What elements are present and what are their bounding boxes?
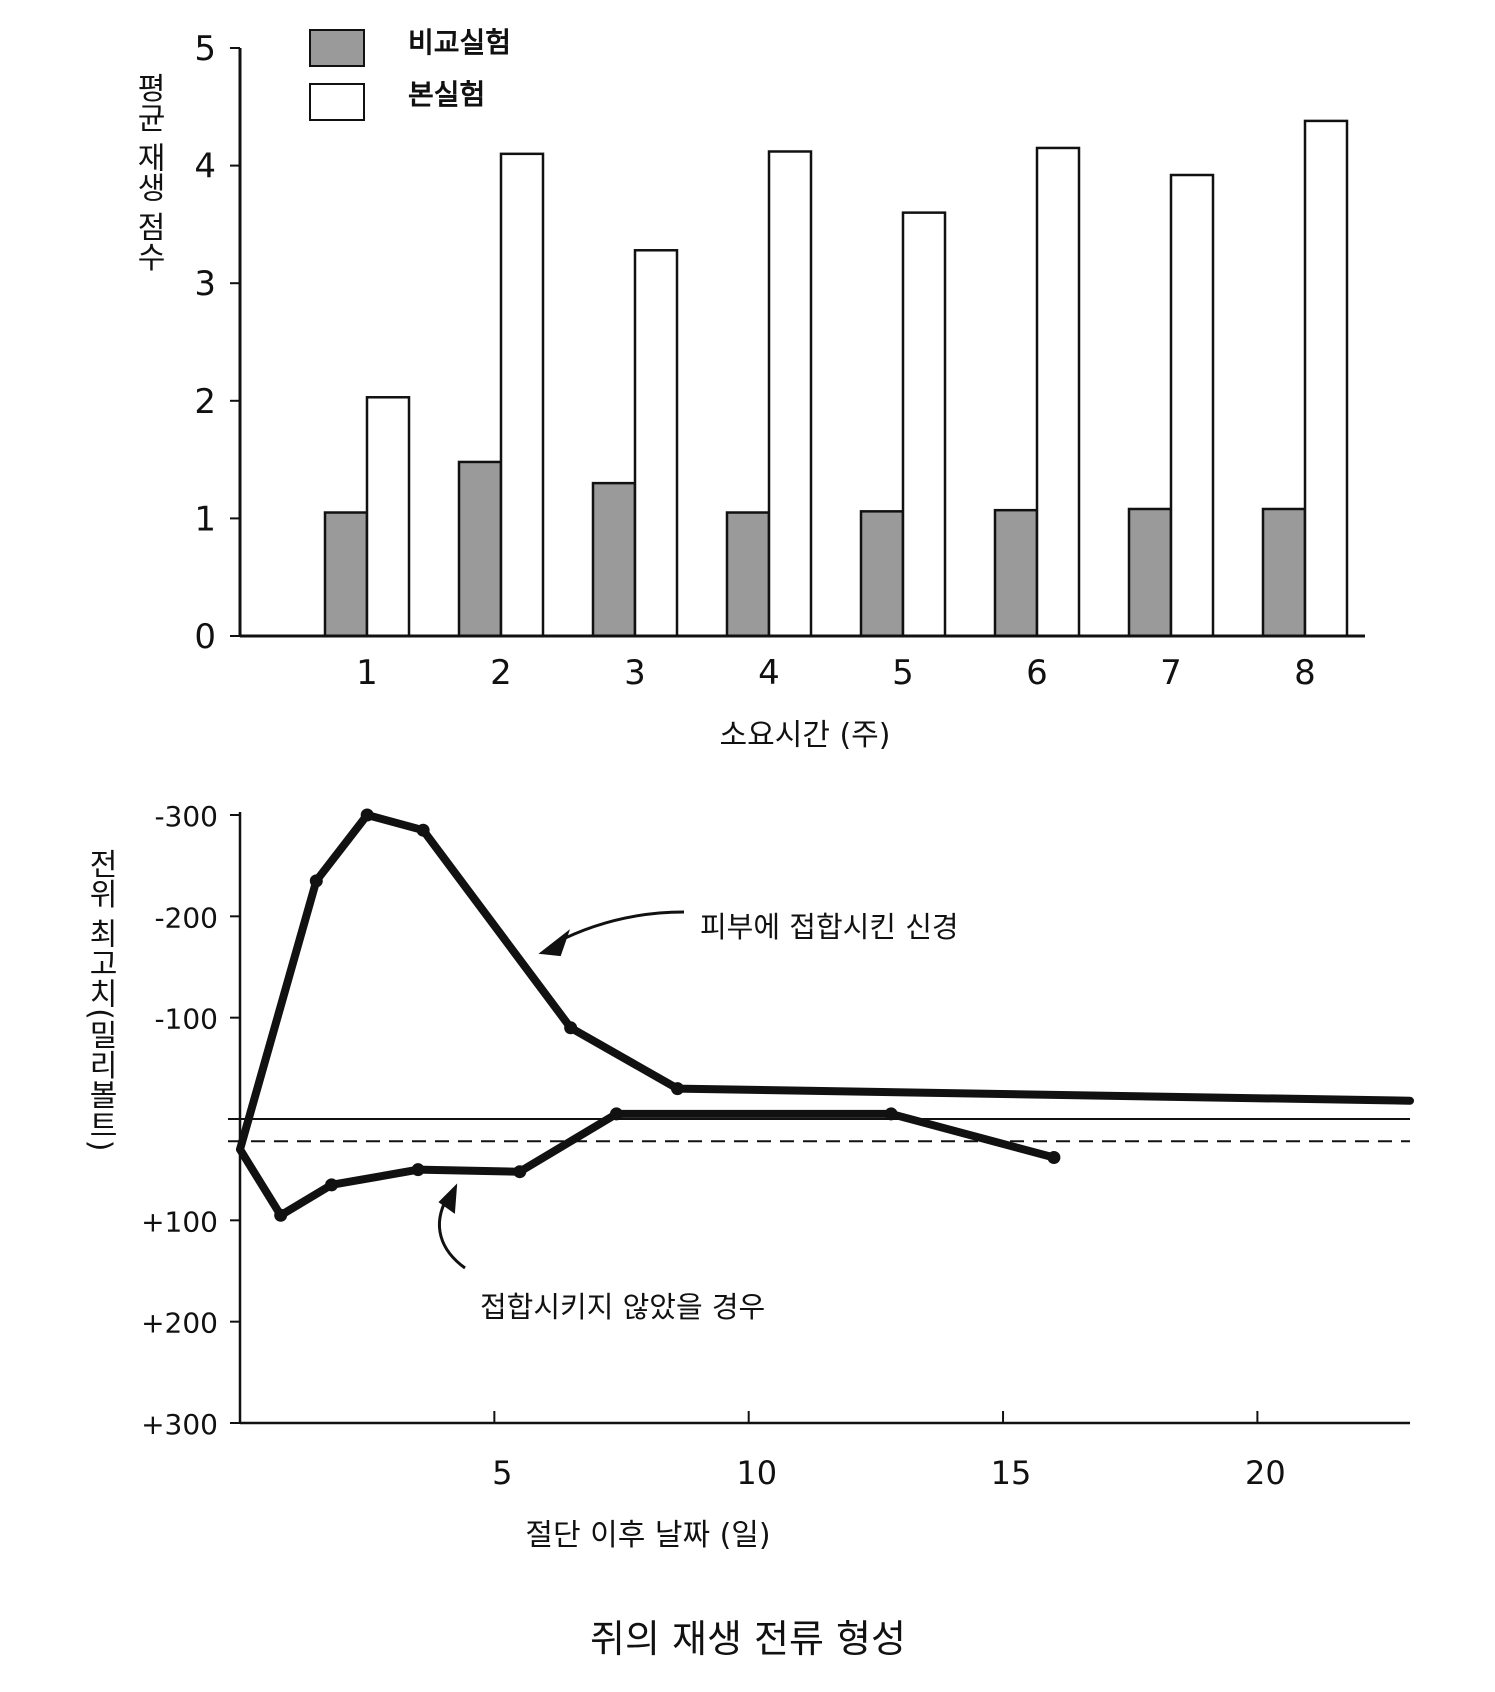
bar-experiment <box>1303 119 1349 638</box>
bar-chart: 0 1 2 3 4 5 1 2 3 4 5 6 7 8 소요시간 (주) 평균 재생 점수 비교실험 본… <box>131 26 1365 753</box>
bar-experiment <box>365 396 411 638</box>
bar-control <box>1261 507 1307 638</box>
arrowhead-grafted-icon <box>538 929 571 957</box>
bar-experiment <box>1169 173 1215 638</box>
bar-x-tick-label: 8 <box>1294 653 1316 693</box>
point-grafted <box>309 874 323 888</box>
bar-control <box>725 511 771 638</box>
legend-label-control: 비교실험 <box>408 26 511 59</box>
point-grafted <box>564 1021 578 1035</box>
annotation-label-not-grafted: 접합시키지 않았을 경우 <box>480 1290 765 1324</box>
bar-control <box>457 460 503 638</box>
series-line-not-grafted <box>236 1109 1058 1220</box>
line-x-tick-label: 15 <box>991 1454 1032 1492</box>
line-x-axis-title: 절단 이후 날짜 (일) <box>525 1518 770 1553</box>
bar-control <box>1127 507 1173 638</box>
point-not-grafted <box>411 1163 425 1177</box>
annotation-arrow-grafted <box>554 910 685 945</box>
point-not-grafted <box>609 1107 623 1121</box>
point-not-grafted <box>884 1107 898 1121</box>
bar-x-tick-label: 7 <box>1160 653 1182 693</box>
bar-y-tick-label: 3 <box>194 264 216 304</box>
bar-x-tick-label: 4 <box>758 653 780 693</box>
line-x-tick-label: 20 <box>1245 1454 1286 1492</box>
annotation-grafted: 피부에 접합시킨 신경 <box>538 910 959 957</box>
point-not-grafted <box>513 1165 527 1179</box>
point-not-grafted <box>325 1178 339 1192</box>
bar-y-tick-label: 5 <box>194 29 216 69</box>
bar-y-axis-title: 평균 재생 점수 <box>131 72 166 271</box>
line-x-ticks: 5 10 15 20 <box>492 1411 1286 1492</box>
bar-experiment <box>767 150 813 638</box>
point-not-grafted <box>274 1208 288 1222</box>
point-not-grafted <box>1047 1151 1061 1165</box>
bar-x-tick-label: 6 <box>1026 653 1048 693</box>
line-y-ticks: -300 -200 -100 +100 +200 +300 <box>141 800 240 1441</box>
legend-swatch-control <box>309 29 365 67</box>
bar-control <box>591 481 637 638</box>
line-x-tick-label: 10 <box>736 1454 777 1492</box>
bar-experiment <box>633 249 679 638</box>
legend-label-experiment: 본실험 <box>408 78 485 111</box>
bar-legend: 비교실험 본실험 <box>309 26 511 121</box>
bar-control <box>859 510 905 638</box>
series-line-grafted <box>236 811 1414 1154</box>
annotation-arrow-not-grafted <box>438 1197 466 1270</box>
annotation-not-grafted: 접합시키지 않았을 경우 <box>438 1183 765 1324</box>
bar-x-tick-label: 3 <box>624 653 646 693</box>
line-y-tick-label: -200 <box>154 901 218 934</box>
annotation-label-grafted: 피부에 접합시킨 신경 <box>700 910 959 944</box>
bar-x-tick-label: 1 <box>356 653 378 693</box>
line-series <box>236 808 1414 1222</box>
arrowhead-not-grafted-icon <box>438 1183 458 1214</box>
bar-y-tick-label: 1 <box>194 499 216 539</box>
figure-caption: 쥐의 재생 전류 형성 <box>590 1617 906 1661</box>
line-y-tick-label: +300 <box>141 1408 218 1441</box>
bar-y-tick-label: 4 <box>194 147 216 187</box>
line-y-tick-label: -300 <box>154 800 218 833</box>
point-grafted <box>360 808 374 822</box>
bar-experiment <box>1035 146 1081 638</box>
bar-bars <box>323 119 1349 638</box>
bar-control <box>993 508 1039 638</box>
bar-experiment <box>499 152 545 638</box>
line-y-tick-label: +100 <box>141 1205 218 1238</box>
line-y-axis-title: 전위 최고치(밀리볼트) <box>83 849 118 1152</box>
bar-y-tick-label: 2 <box>194 382 216 422</box>
line-chart: -300 -200 -100 +100 +200 +300 5 10 15 20 피부에 접합시… <box>83 800 1414 1553</box>
bar-y-tick-label: 0 <box>194 617 216 657</box>
bar-experiment <box>901 211 947 638</box>
bar-control <box>323 511 369 638</box>
point-grafted <box>670 1082 684 1096</box>
legend-swatch-experiment <box>309 83 365 121</box>
line-y-tick-label: -100 <box>154 1003 218 1036</box>
line-x-tick-label: 5 <box>492 1454 512 1492</box>
point-grafted <box>416 823 430 837</box>
bar-x-tick-label: 5 <box>892 653 914 693</box>
bar-y-ticks: 0 1 2 3 4 5 <box>194 29 240 657</box>
bar-x-tick-label: 2 <box>490 653 512 693</box>
line-y-tick-label: +200 <box>141 1307 218 1340</box>
bar-x-ticks: 1 2 3 4 5 6 7 8 <box>356 653 1316 693</box>
bar-x-axis-title: 소요시간 (주) <box>720 718 891 753</box>
